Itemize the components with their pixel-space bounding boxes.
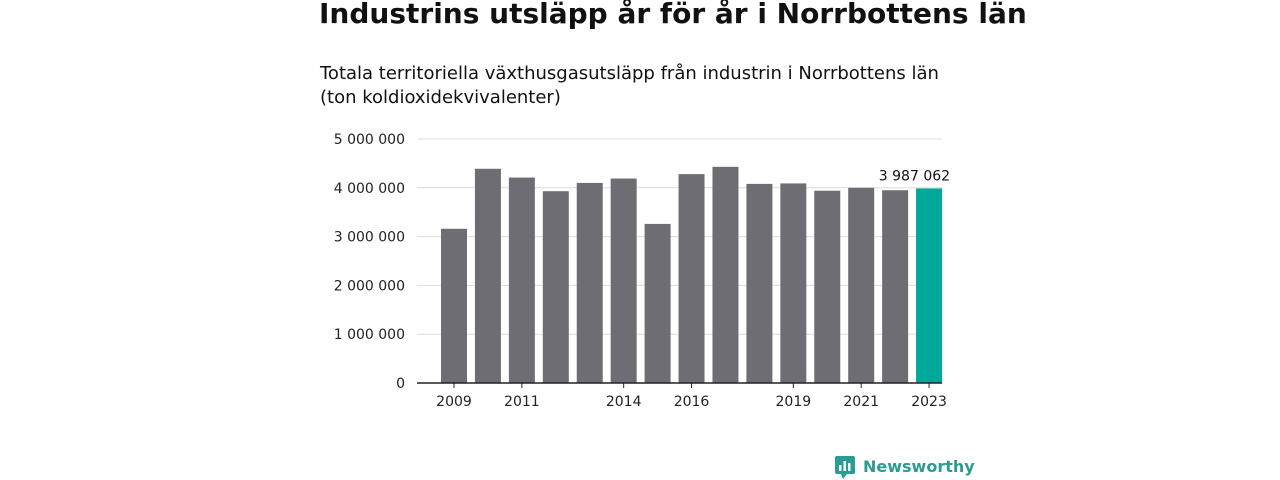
- bar-2020: [814, 190, 841, 383]
- chart-title: Industrins utsläpp år för år i Norrbotte…: [319, 0, 1027, 30]
- bar-2015: [644, 223, 671, 383]
- x-tick-label: 2021: [843, 394, 879, 410]
- bar-2019: [780, 183, 807, 383]
- y-tick-label: 2 000 000: [334, 278, 405, 294]
- annotations: 3 987 062: [879, 168, 950, 184]
- bar-2009: [441, 228, 467, 383]
- x-tick-label: 2009: [436, 394, 472, 410]
- bar-2021: [848, 187, 875, 383]
- y-tick-label: 1 000 000: [334, 327, 405, 343]
- bar-2013: [576, 182, 603, 383]
- x-tick-label: 2023: [911, 394, 947, 410]
- y-tick-label: 5 000 000: [334, 132, 405, 148]
- newsworthy-brand[interactable]: Newsworthy: [835, 454, 975, 480]
- bar-2011: [508, 177, 535, 383]
- bar-2022: [882, 190, 909, 383]
- x-tick-label: 2016: [674, 394, 710, 410]
- bar-2010: [474, 168, 501, 383]
- x-tick-label: 2019: [776, 394, 812, 410]
- bar-2023: [916, 188, 943, 383]
- x-tick-label: 2014: [606, 394, 642, 410]
- x-tick-label: 2011: [504, 394, 540, 410]
- chart-subtitle: Totala territoriella växthusgasutsläpp f…: [320, 63, 939, 108]
- bar-2012: [542, 191, 569, 383]
- brand-name: Newsworthy: [863, 457, 975, 476]
- bar-2014: [610, 178, 637, 383]
- y-tick-label: 4 000 000: [334, 181, 405, 197]
- y-tick-label: 3 000 000: [334, 230, 405, 246]
- newsworthy-logo-icon: [835, 456, 855, 479]
- x-axis-ticks: 2009 2011 2014 2016 2019 2021 2023: [436, 383, 947, 410]
- y-tick-label: 0: [396, 376, 405, 392]
- bar-2017: [712, 166, 739, 383]
- y-axis-tick-labels: 0 1 000 000 2 000 000 3 000 000 4 000 000 5 0…: [334, 132, 405, 392]
- bar-2016: [678, 174, 705, 383]
- bars: [441, 166, 943, 383]
- data-label-2023: 3 987 062: [879, 168, 950, 184]
- bar-2018: [746, 183, 773, 383]
